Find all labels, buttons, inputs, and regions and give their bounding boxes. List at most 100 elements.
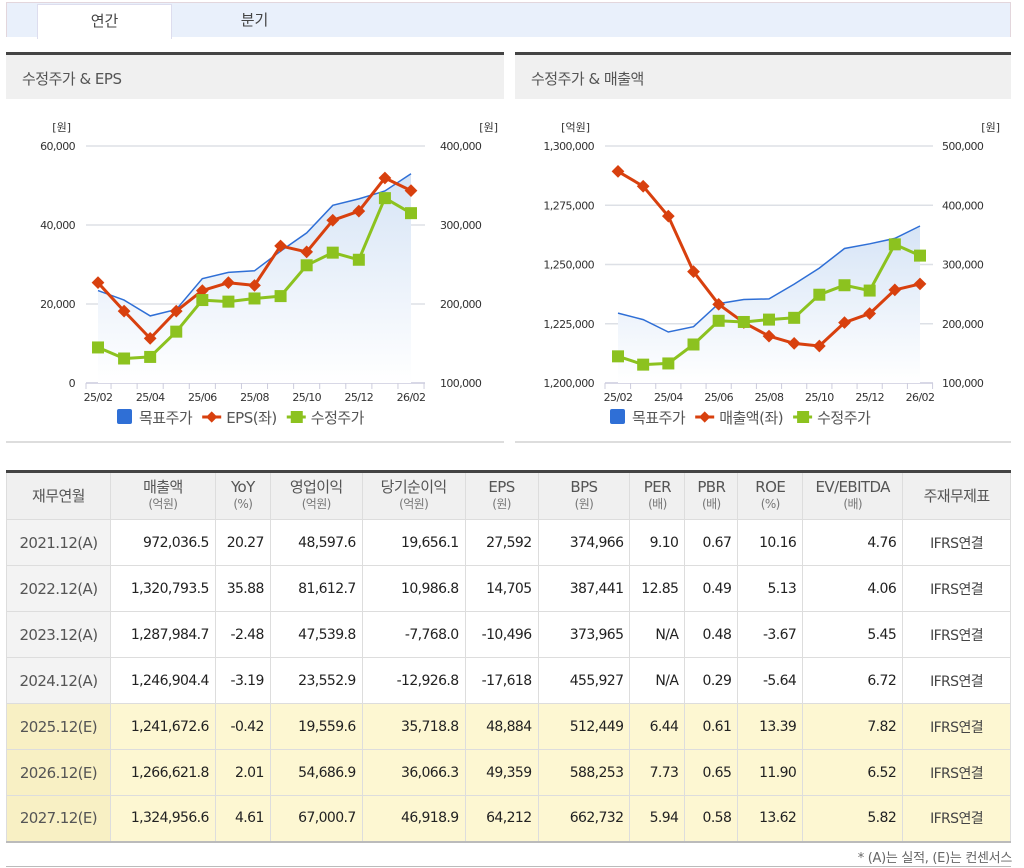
x-tick-label: 25/10 (805, 391, 834, 404)
table-row: 2026.12(E) 1,266,621.8 2.01 54,686.9 36,066.… (6, 749, 1011, 796)
table-row: 2023.12(A) 1,287,984.7 -2.48 47,539.8 -7,768… (6, 611, 1011, 658)
legend-marker-diamond (699, 411, 711, 423)
table-cell: IFRS연결 (902, 611, 1011, 658)
table-cell: 0.61 (684, 703, 739, 750)
data-point-diamond (300, 245, 314, 259)
data-point-square (222, 295, 235, 308)
tab-annual[interactable]: 연간 (37, 4, 172, 39)
column-header-label: 매출액 (143, 478, 183, 496)
table-cell: 36,066.3 (361, 749, 466, 796)
table-row: 2022.12(A) 1,320,793.5 35.88 81,612.7 10,986… (6, 565, 1011, 612)
table-cell: 4.76 (802, 519, 904, 566)
table-row: 2025.12(E) 1,241,672.6 -0.42 19,559.6 35,718… (6, 703, 1011, 750)
x-tick-label: 25/12 (344, 391, 373, 404)
column-header-label: ROE (755, 478, 786, 496)
column-header-label: BPS (570, 478, 598, 496)
y-left-unit: [억원] (561, 121, 590, 134)
table-cell: N/A (629, 611, 686, 658)
table-cell: -17,618 (464, 657, 539, 704)
data-point-square (788, 311, 801, 324)
table-cell: 48,884 (464, 703, 539, 750)
table-cell: 14,705 (464, 565, 539, 612)
legend-marker-square (290, 411, 303, 423)
table-cell: IFRS연결 (902, 657, 1011, 704)
footnote: * (A)는 실적, (E)는 컨센서스 (857, 851, 1013, 866)
y-left-tick-label: 1,200,000 (543, 377, 594, 390)
column-header: EV/EBITDA (배) (802, 471, 904, 520)
data-point-square (863, 284, 876, 297)
data-point-square (888, 238, 901, 251)
table-cell: 0.65 (684, 749, 739, 796)
table-cell: 11.90 (737, 749, 804, 796)
table-cell: 2.01 (214, 749, 271, 796)
x-tick-label: 25/06 (704, 391, 733, 404)
data-point-square (378, 192, 391, 205)
table-cell: -12,926.8 (361, 657, 466, 704)
table-cell: 0.49 (684, 565, 739, 612)
x-tick-label: 25/08 (240, 391, 269, 404)
legend-label: 목표주가 (139, 409, 193, 427)
divider (515, 441, 1011, 443)
column-header: PBR (배) (684, 471, 739, 520)
table-cell: 6.44 (629, 703, 686, 750)
table-cell: -3.67 (737, 611, 804, 658)
legend-label: 수정주가 (311, 409, 365, 427)
table-cell: 0.48 (684, 611, 739, 658)
table-cell: IFRS연결 (902, 795, 1011, 843)
y-left-unit: [원] (52, 121, 71, 134)
column-header: 당기순이익 (억원) (361, 471, 466, 520)
data-point-square (405, 207, 417, 220)
column-header: BPS (원) (537, 471, 631, 520)
column-header-label: EV/EBITDA (815, 478, 891, 496)
legend-swatch-area (610, 409, 625, 424)
column-header: ROE (%) (737, 471, 804, 520)
data-point-square (326, 246, 339, 259)
table-cell: 13.62 (737, 795, 804, 843)
table-cell: 81,612.7 (269, 565, 363, 612)
data-point-square (92, 341, 104, 354)
y-right-unit: [원] (479, 121, 498, 134)
data-point-square (637, 358, 650, 371)
column-header-label: 주재무제표 (923, 486, 991, 505)
y-right-tick-label: 300,000 (942, 259, 984, 272)
table-row: 2027.12(E) 1,324,956.6 4.61 67,000.7 46,918.… (6, 795, 1011, 843)
table-cell: 2025.12(E) (6, 703, 111, 750)
table-cell: 35.88 (214, 565, 271, 612)
table-cell: -10,496 (464, 611, 539, 658)
y-right-tick-label: 400,000 (440, 140, 482, 153)
divider (6, 441, 504, 443)
table-header-row: 재무연월 매출액 (억원) YoY (%) 영업이익 (억원) 당기순이익 (억원) EPS (원)… (6, 471, 1011, 520)
table-cell: 2022.12(A) (6, 565, 111, 612)
table-cell: 10,986.8 (361, 565, 466, 612)
data-point-square (352, 253, 365, 266)
data-point-diamond (888, 283, 902, 297)
y-right-tick-label: 400,000 (942, 199, 984, 212)
data-point-diamond (169, 304, 183, 318)
column-header-unit: (배) (648, 497, 667, 511)
table-cell: 2027.12(E) (6, 795, 111, 843)
legend-marker-square (797, 411, 810, 423)
legend-label: EPS(좌) (226, 409, 277, 427)
table-cell: 0.58 (684, 795, 739, 843)
y-left-tick-label: 1,300,000 (543, 140, 594, 153)
table-cell: 27,592 (464, 519, 539, 566)
table-cell: 49,359 (464, 749, 539, 796)
y-left-tick-label: 1,250,000 (543, 259, 594, 272)
x-tick-label: 25/02 (604, 391, 633, 404)
table-cell: 374,966 (537, 519, 631, 566)
column-header-label: EPS (488, 478, 515, 496)
table-cell: -0.42 (214, 703, 271, 750)
table-cell: IFRS연결 (902, 703, 1011, 750)
column-header-label: 영업이익 (289, 478, 343, 496)
table-cell: 1,241,672.6 (109, 703, 216, 750)
table-cell: 48,597.6 (269, 519, 363, 566)
y-right-tick-label: 200,000 (942, 318, 984, 331)
table-cell: IFRS연결 (902, 565, 1011, 612)
tab-quarterly[interactable]: 분기 (240, 11, 269, 29)
legend-marker-diamond (206, 411, 218, 423)
table-cell: 387,441 (537, 565, 631, 612)
data-point-square (687, 338, 700, 351)
data-point-diamond (248, 279, 261, 292)
column-header-unit: (%) (760, 497, 781, 511)
data-point-diamond (326, 213, 340, 227)
